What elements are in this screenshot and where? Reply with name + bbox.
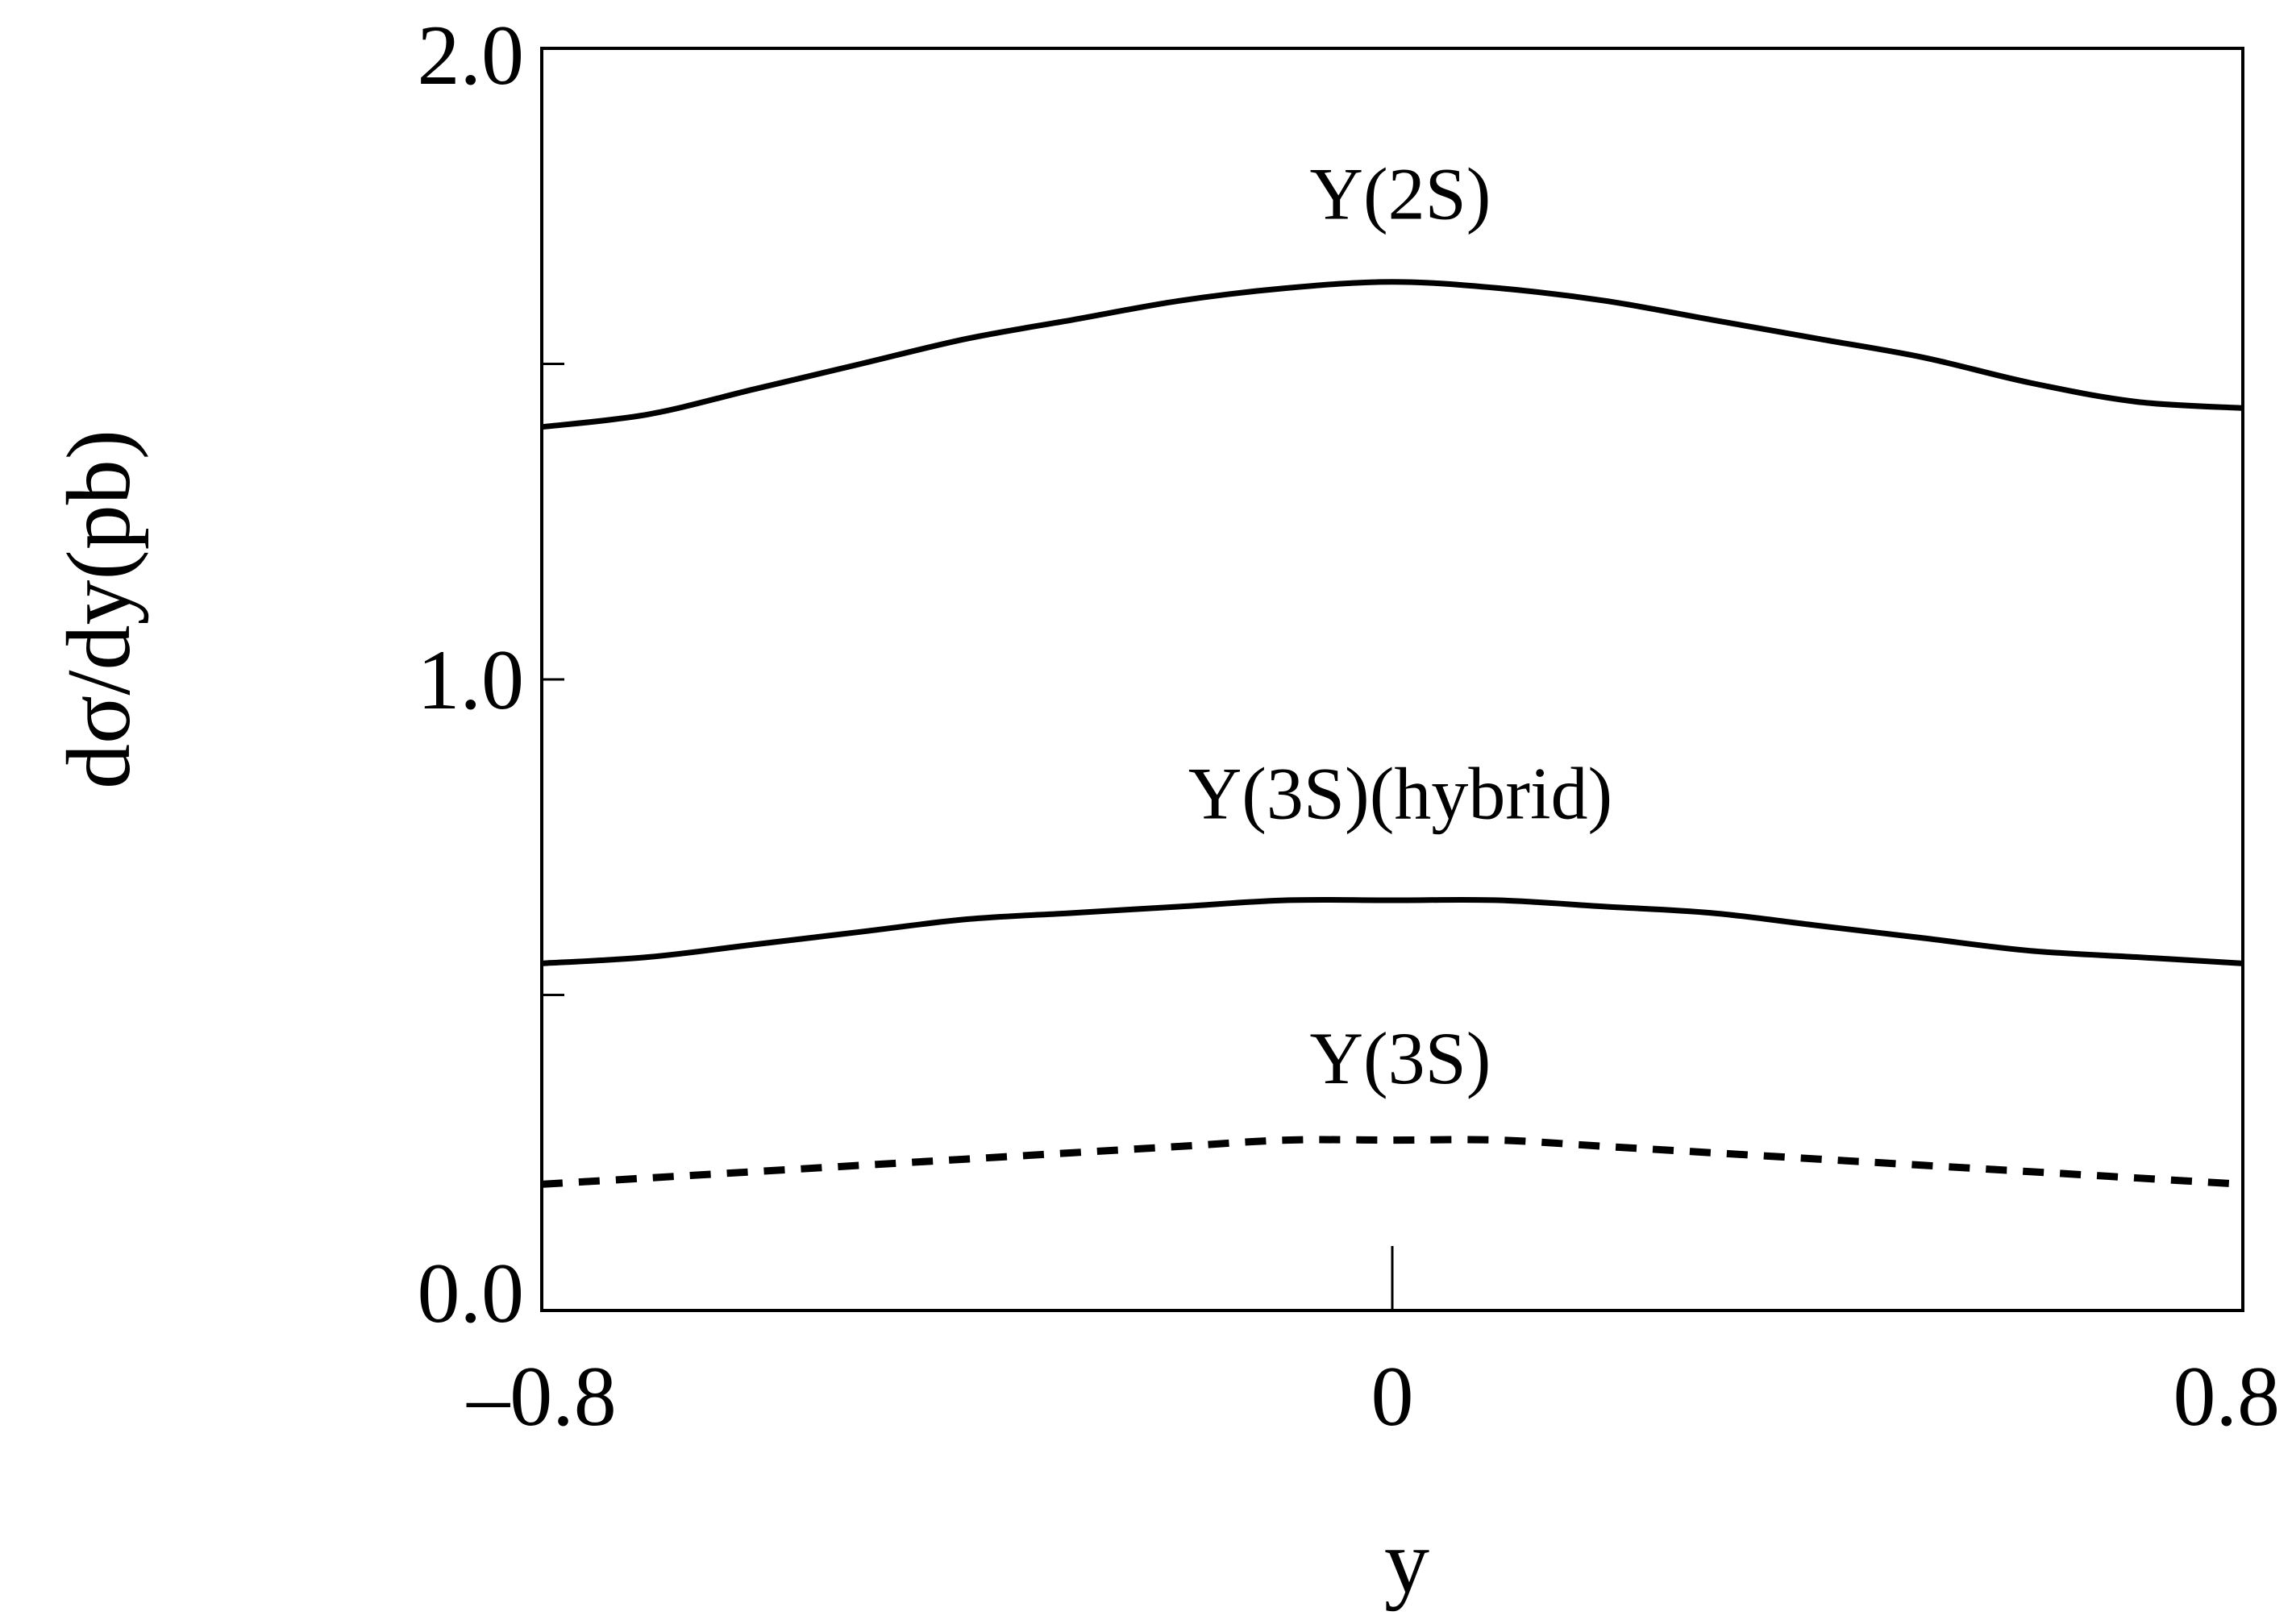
series-lines <box>541 279 2244 1188</box>
x-tick-label-0: –0.8 <box>466 1349 617 1443</box>
tick-labels: 0.0 1.0 2.0 –0.8 0 0.8 <box>418 8 2281 1443</box>
x-tick-label-1: 0 <box>1371 1349 1414 1443</box>
series-label-3s: Υ(3S) <box>1310 1017 1491 1099</box>
axis-ticks <box>542 47 1394 1312</box>
y-tick-label-0: 0.0 <box>418 1246 525 1340</box>
series-line-3s-hybrid <box>541 896 2244 966</box>
x-axis-label: y <box>1384 1512 1429 1612</box>
y-tick-label-2: 1.0 <box>418 633 525 727</box>
series-label-2s: Υ(2S) <box>1310 152 1491 235</box>
y-tick-label-4: 2.0 <box>418 8 525 102</box>
x-tick-label-2: 0.8 <box>2173 1349 2281 1443</box>
series-labels: Υ(2S) Υ(3S)(hybrid) Υ(3S) <box>1188 152 1612 1099</box>
plot-frame <box>540 47 2244 1312</box>
series-line-2s <box>541 279 2244 430</box>
series-label-3s-hybrid: Υ(3S)(hybrid) <box>1188 752 1612 834</box>
series-line-3s <box>541 1136 2244 1188</box>
y-axis-label: dσ/dy(pb) <box>49 430 149 789</box>
